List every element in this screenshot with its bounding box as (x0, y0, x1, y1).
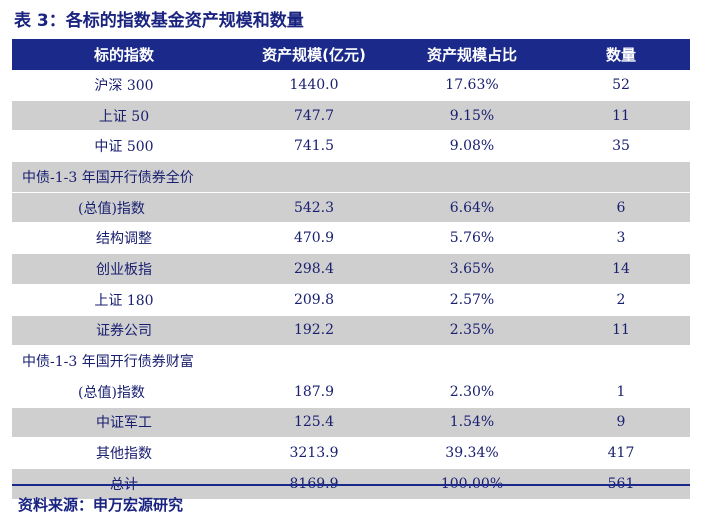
cell-index: 上证 180 (12, 284, 236, 316)
header-count: 数量 (552, 39, 690, 70)
table-row: (总值)指数 187.9 2.30% 1 (12, 376, 690, 408)
cell-size: 298.4 (236, 253, 392, 285)
cell-index: 总计 (12, 468, 236, 500)
cell-size: 192.2 (236, 315, 392, 347)
cell-size: 187.9 (236, 376, 392, 408)
cell-count: 1 (552, 376, 690, 408)
cell-index: 中债-1-3 年国开行债券全价 (12, 161, 236, 193)
cell-pct: 5.76% (392, 222, 552, 255)
cell-pct (392, 345, 552, 377)
cell-size (236, 345, 392, 377)
table-row: 证券公司 192.2 2.35% 11 (12, 315, 690, 347)
cell-index: 沪深 300 (12, 70, 236, 101)
cell-count: 35 (552, 130, 690, 163)
cell-size: 741.5 (236, 130, 392, 163)
table-row: 中债-1-3 年国开行债券财富 (12, 345, 690, 377)
cell-count: 11 (552, 315, 690, 347)
cell-count: 11 (552, 100, 690, 132)
cell-index: 结构调整 (12, 222, 236, 255)
index-fund-table: 标的指数 资产规模(亿元) 资产规模占比 数量 沪深 300 1440.0 17… (12, 39, 690, 500)
cell-size: 209.8 (236, 284, 392, 316)
cell-count: 2 (552, 284, 690, 316)
cell-size: 3213.9 (236, 437, 392, 469)
cell-count: 3 (552, 222, 690, 255)
cell-size (236, 161, 392, 193)
cell-count: 6 (552, 192, 690, 224)
source-note: 资料来源：申万宏源研究 (18, 496, 184, 514)
cell-count: 417 (552, 437, 690, 469)
cell-index: 中债-1-3 年国开行债券财富 (12, 345, 236, 377)
table-row: 中证 500 741.5 9.08% 35 (12, 130, 690, 163)
cell-pct: 3.65% (392, 253, 552, 285)
table-row: 结构调整 470.9 5.76% 3 (12, 222, 690, 255)
cell-index: 中证军工 (12, 407, 236, 439)
cell-index: (总值)指数 (12, 192, 236, 224)
table-row: 沪深 300 1440.0 17.63% 52 (12, 70, 690, 101)
cell-count: 9 (552, 407, 690, 439)
cell-pct: 2.35% (392, 315, 552, 347)
cell-size: 470.9 (236, 222, 392, 255)
table-row: 创业板指 298.4 3.65% 14 (12, 253, 690, 285)
table-row: 中证军工 125.4 1.54% 9 (12, 407, 690, 439)
cell-pct: 39.34% (392, 437, 552, 469)
table-row: 上证 50 747.7 9.15% 11 (12, 100, 690, 132)
cell-pct: 2.57% (392, 284, 552, 316)
cell-pct: 1.54% (392, 407, 552, 439)
cell-pct: 9.08% (392, 130, 552, 163)
cell-size: 542.3 (236, 192, 392, 224)
cell-index: (总值)指数 (12, 376, 236, 408)
cell-size: 125.4 (236, 407, 392, 439)
cell-pct: 6.64% (392, 192, 552, 224)
cell-pct: 17.63% (392, 70, 552, 101)
header-index: 标的指数 (12, 39, 236, 70)
cell-count: 52 (552, 70, 690, 101)
cell-size: 747.7 (236, 100, 392, 132)
cell-index: 中证 500 (12, 130, 236, 163)
table-row: 中债-1-3 年国开行债券全价 (12, 161, 690, 193)
cell-count (552, 161, 690, 193)
cell-index: 上证 50 (12, 100, 236, 132)
cell-size: 1440.0 (236, 70, 392, 101)
table-row: 上证 180 209.8 2.57% 2 (12, 284, 690, 316)
header-asset-share: 资产规模占比 (392, 39, 552, 70)
cell-index: 其他指数 (12, 437, 236, 469)
cell-index: 证券公司 (12, 315, 236, 347)
header-row: 标的指数 资产规模(亿元) 资产规模占比 数量 (12, 39, 690, 70)
table-title: 表 3：各标的指数基金资产规模和数量 (14, 11, 304, 31)
cell-pct (392, 161, 552, 193)
cell-pct: 9.15% (392, 100, 552, 132)
cell-pct: 2.30% (392, 376, 552, 408)
cell-index: 创业板指 (12, 253, 236, 285)
table-row: (总值)指数 542.3 6.64% 6 (12, 192, 690, 224)
cell-count (552, 345, 690, 377)
table-header: 标的指数 资产规模(亿元) 资产规模占比 数量 (12, 39, 690, 70)
cell-count: 14 (552, 253, 690, 285)
source-footer: 资料来源：申万宏源研究 (12, 484, 690, 520)
table-body: 沪深 300 1440.0 17.63% 52 上证 50 747.7 9.15… (12, 70, 690, 500)
table-row: 其他指数 3213.9 39.34% 417 (12, 437, 690, 469)
header-asset-size: 资产规模(亿元) (236, 39, 392, 70)
